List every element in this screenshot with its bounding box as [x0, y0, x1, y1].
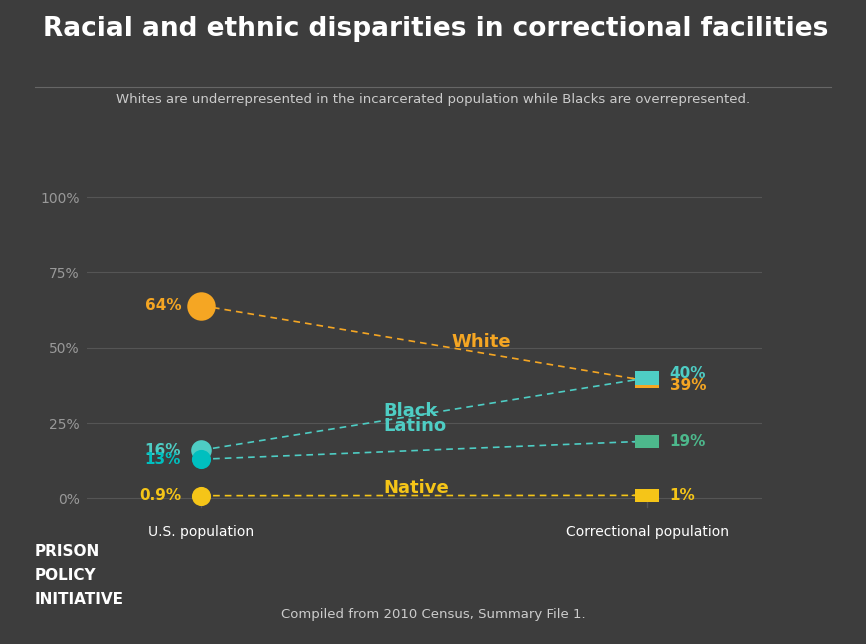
Bar [635, 371, 659, 384]
Text: 39%: 39% [669, 378, 706, 393]
Text: 16%: 16% [145, 442, 181, 458]
Text: Whites are underrepresented in the incarcerated population while Blacks are over: Whites are underrepresented in the incar… [116, 93, 750, 106]
Bar [635, 374, 659, 388]
Text: PRISON: PRISON [35, 544, 100, 559]
Text: 1%: 1% [669, 488, 695, 503]
Text: 64%: 64% [145, 298, 181, 313]
Text: Latino: Latino [384, 417, 447, 435]
Bar [635, 435, 659, 448]
Text: POLICY: POLICY [35, 568, 96, 583]
Text: 19%: 19% [669, 433, 706, 449]
Point [195, 491, 209, 501]
Bar [635, 489, 659, 502]
Text: White: White [451, 333, 511, 351]
Text: 40%: 40% [669, 366, 706, 381]
Text: Correctional population: Correctional population [565, 526, 729, 540]
Point [195, 301, 209, 311]
Text: INITIATIVE: INITIATIVE [35, 592, 124, 607]
Text: Compiled from 2010 Census, Summary File 1.: Compiled from 2010 Census, Summary File … [281, 609, 585, 621]
Text: 13%: 13% [145, 451, 181, 467]
Text: U.S. population: U.S. population [148, 526, 255, 540]
Text: Racial and ethnic disparities in correctional facilities: Racial and ethnic disparities in correct… [43, 16, 829, 42]
Text: 0.9%: 0.9% [139, 488, 181, 503]
Text: Black: Black [384, 402, 438, 420]
Text: Native: Native [384, 479, 449, 497]
Point [195, 445, 209, 455]
Point [195, 454, 209, 464]
